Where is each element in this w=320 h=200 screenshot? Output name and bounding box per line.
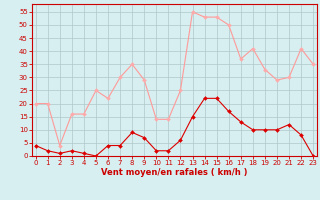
- X-axis label: Vent moyen/en rafales ( km/h ): Vent moyen/en rafales ( km/h ): [101, 168, 248, 177]
